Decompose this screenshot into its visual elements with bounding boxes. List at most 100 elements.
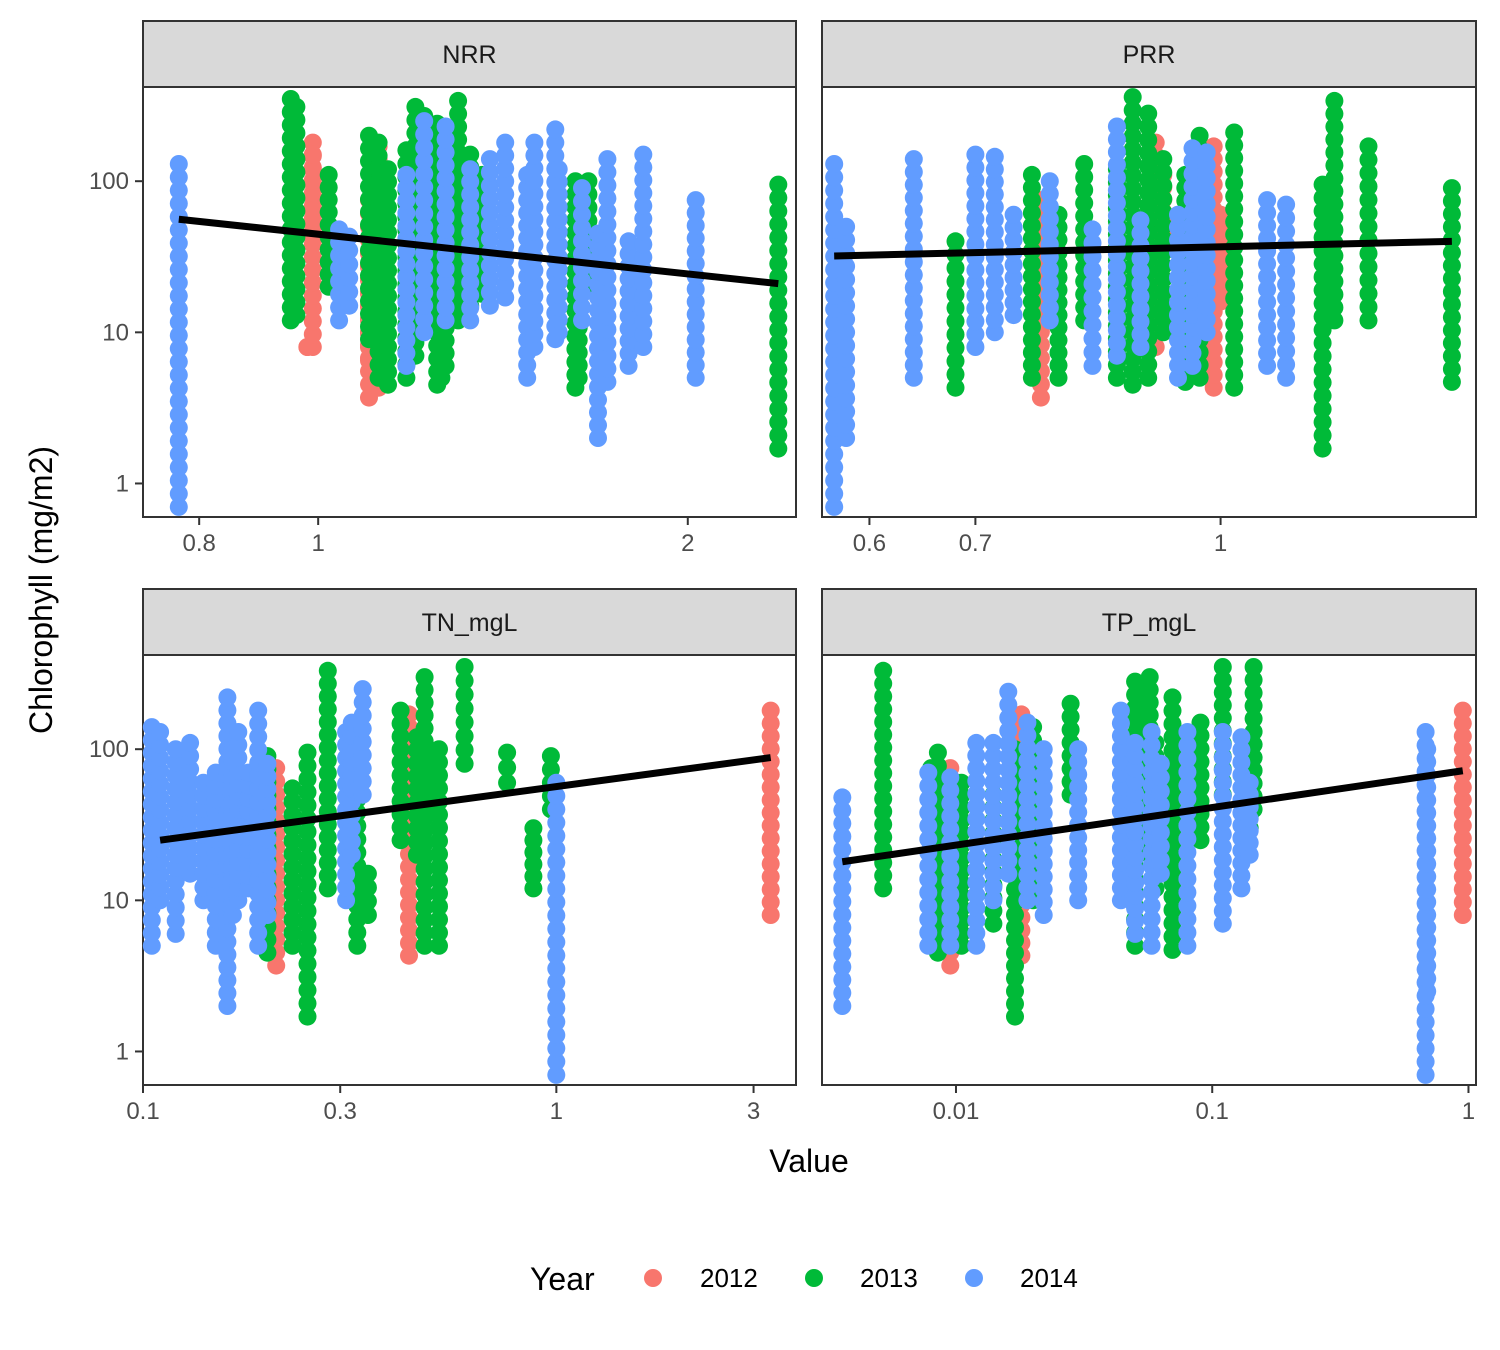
point-2013 bbox=[946, 232, 965, 251]
point-2014 bbox=[169, 431, 188, 450]
point-2014 bbox=[229, 891, 248, 910]
point-2014 bbox=[825, 168, 844, 187]
point-2012 bbox=[761, 854, 780, 873]
point-2014 bbox=[1034, 765, 1053, 784]
point-2013 bbox=[946, 338, 965, 357]
point-2014 bbox=[904, 150, 923, 169]
point-2014 bbox=[1142, 923, 1161, 942]
point-2014 bbox=[985, 273, 1004, 292]
point-2014 bbox=[1178, 856, 1197, 875]
point-2013 bbox=[391, 818, 410, 837]
x-tick-label: 1 bbox=[311, 530, 324, 557]
point-2014 bbox=[461, 223, 480, 242]
point-2014 bbox=[619, 307, 638, 326]
point-2013 bbox=[318, 700, 337, 719]
point-2014 bbox=[598, 372, 617, 391]
point-2013 bbox=[874, 828, 893, 847]
point-2013 bbox=[1359, 204, 1378, 223]
point-2014 bbox=[1018, 853, 1037, 872]
point-2014 bbox=[573, 218, 591, 237]
point-2014 bbox=[941, 846, 960, 865]
point-2014 bbox=[1213, 761, 1232, 780]
point-2014 bbox=[1277, 328, 1296, 347]
point-2013 bbox=[1442, 179, 1461, 198]
point-2013 bbox=[379, 325, 397, 343]
point-2014 bbox=[1111, 777, 1130, 796]
point-2014 bbox=[258, 880, 277, 899]
point-2014 bbox=[547, 800, 566, 819]
point-2014 bbox=[330, 311, 349, 330]
point-2014 bbox=[258, 843, 277, 861]
point-2013 bbox=[1123, 114, 1142, 133]
point-2014 bbox=[1151, 754, 1170, 773]
point-2013 bbox=[874, 751, 893, 770]
point-2014 bbox=[397, 293, 416, 312]
data-points bbox=[833, 658, 1472, 1084]
point-2014 bbox=[598, 346, 617, 365]
point-2014 bbox=[837, 230, 856, 249]
point-2014 bbox=[1018, 751, 1037, 770]
point-2014 bbox=[461, 311, 480, 330]
point-2014 bbox=[1151, 837, 1170, 856]
point-2013 bbox=[1022, 165, 1041, 184]
point-2014 bbox=[181, 799, 200, 818]
point-2014 bbox=[1111, 790, 1130, 809]
point-2014 bbox=[1213, 748, 1232, 767]
point-2014 bbox=[1018, 802, 1037, 821]
point-2014 bbox=[598, 150, 617, 169]
point-2014 bbox=[151, 839, 170, 858]
point-2013 bbox=[430, 884, 448, 903]
point-2014 bbox=[436, 195, 455, 214]
point-2013 bbox=[455, 754, 474, 773]
point-2014 bbox=[496, 275, 515, 294]
point-2013 bbox=[283, 845, 302, 863]
point-2013 bbox=[283, 923, 302, 942]
point-2013 bbox=[946, 325, 965, 344]
point-2014 bbox=[166, 858, 185, 877]
point-2013 bbox=[1022, 216, 1041, 235]
point-2012 bbox=[1211, 205, 1230, 224]
point-2014 bbox=[985, 260, 1004, 279]
panels-layer: NRR 1 10 100 0.8 1 2 PRR 0.6 0.7 1 TN_mgL 1 10 100 0.1 0… bbox=[89, 20, 1477, 1125]
point-2013 bbox=[283, 858, 302, 877]
point-2014 bbox=[1126, 848, 1145, 867]
point-2014 bbox=[547, 1065, 566, 1084]
point-2014 bbox=[1018, 789, 1037, 808]
point-2013 bbox=[287, 202, 306, 220]
point-2014 bbox=[1178, 843, 1197, 862]
point-2012 bbox=[400, 895, 418, 914]
point-2013 bbox=[1225, 212, 1244, 231]
point-2013 bbox=[415, 834, 434, 853]
point-2014 bbox=[1418, 752, 1437, 771]
point-2013 bbox=[283, 910, 302, 929]
point-2014 bbox=[1169, 368, 1187, 387]
point-2014 bbox=[397, 204, 416, 223]
point-2013 bbox=[430, 845, 448, 864]
point-2014 bbox=[1183, 331, 1202, 350]
point-2013 bbox=[298, 743, 317, 762]
point-2014 bbox=[1083, 220, 1102, 239]
point-2014 bbox=[169, 458, 188, 477]
point-2012 bbox=[400, 908, 418, 927]
point-2014 bbox=[825, 155, 844, 173]
point-2014 bbox=[573, 271, 591, 290]
point-2014 bbox=[619, 319, 638, 338]
point-2013 bbox=[1359, 257, 1378, 276]
point-2012 bbox=[267, 956, 286, 975]
point-2014 bbox=[1107, 232, 1126, 251]
point-2014 bbox=[967, 860, 986, 879]
point-2012 bbox=[761, 791, 780, 809]
point-2014 bbox=[169, 392, 188, 411]
point-2014 bbox=[1018, 764, 1037, 783]
point-2014 bbox=[1004, 218, 1023, 237]
point-2013 bbox=[1313, 386, 1332, 405]
point-2013 bbox=[1154, 216, 1173, 235]
point-2014 bbox=[967, 848, 986, 867]
point-2014 bbox=[1258, 318, 1277, 337]
point-2014 bbox=[833, 788, 852, 807]
point-2014 bbox=[1111, 739, 1130, 758]
point-2014 bbox=[181, 838, 200, 857]
point-2013 bbox=[1442, 334, 1461, 353]
point-2014 bbox=[1418, 944, 1437, 963]
x-tick-label: 0.3 bbox=[324, 1098, 357, 1125]
